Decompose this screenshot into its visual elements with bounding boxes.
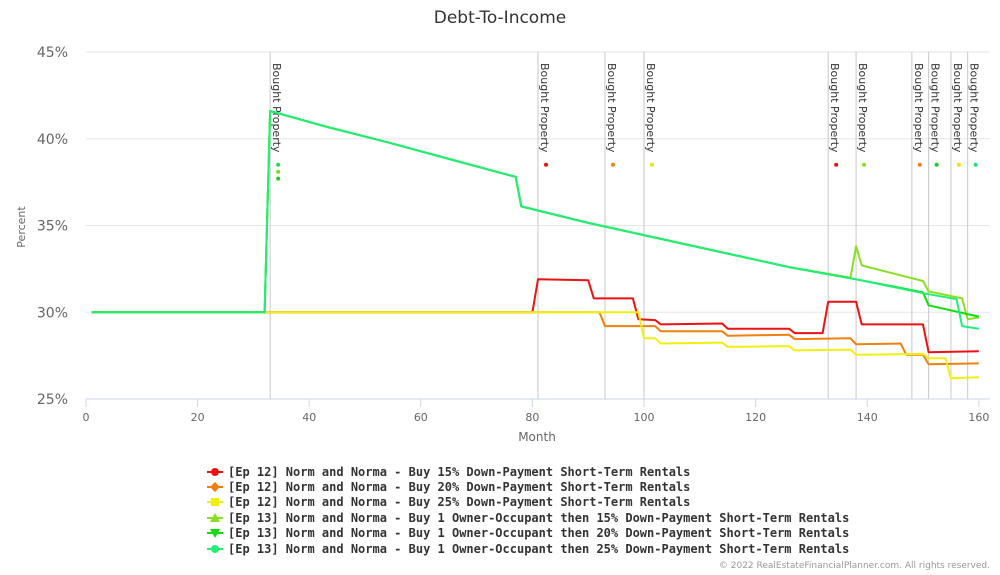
axes: 25% 30% 35% 40% 45% 0 20 40 60 80 100 120 140 160: [37, 45, 990, 424]
legend-label: [Ep 13] Norm and Norma - Buy 1 Owner-Occ…: [228, 541, 850, 556]
bought-property-label: Bought Property: [644, 63, 657, 153]
bought-property-dot: [834, 162, 839, 167]
x-tick-label: 0: [83, 411, 90, 424]
series-line: [91, 110, 979, 330]
x-tick-label: 80: [525, 411, 539, 424]
legend-label: [Ep 12] Norm and Norma - Buy 15% Down-Pa…: [228, 464, 691, 479]
y-tick-label: 30%: [37, 305, 68, 321]
series-line: [91, 278, 979, 354]
bought-property-dot: [862, 162, 867, 167]
bought-property-markers: Bought Property Bought Property Bought Pro…: [269, 52, 981, 399]
legend-swatch-circle-icon: [207, 467, 223, 476]
y-tick-label: 35%: [37, 219, 68, 235]
bought-property-label: Bought Property: [968, 63, 981, 153]
bought-property-label: Bought Property: [951, 63, 964, 153]
legend-swatch-circle-icon: [207, 544, 223, 553]
bought-property-dot: [650, 162, 655, 167]
legend-swatch-triangle-icon: [207, 512, 223, 522]
copyright-credit: © 2022 RealEstateFinancialPlanner.com. A…: [718, 561, 990, 571]
bought-property-dot: [973, 162, 978, 167]
bought-property-label: Bought Property: [605, 63, 618, 153]
bought-property-dot: [956, 162, 961, 167]
x-tick-label: 140: [857, 411, 878, 424]
legend-label: [Ep 13] Norm and Norma - Buy 1 Owner-Occ…: [228, 510, 850, 525]
legend-item[interactable]: [Ep 13] Norm and Norma - Buy 1 Owner-Occ…: [206, 510, 849, 525]
y-axis-label: Percent: [15, 206, 28, 248]
series-line: [91, 110, 979, 321]
x-tick-label: 120: [745, 411, 766, 424]
legend-item[interactable]: [Ep 13] Norm and Norma - Buy 1 Owner-Occ…: [206, 526, 849, 541]
x-tick-label: 100: [634, 411, 655, 424]
bought-property-dot: [276, 176, 281, 181]
debt-to-income-chart: Debt-To-Income Bought Property Bought Pro…: [15, 8, 990, 444]
bought-property-label: Bought Property: [912, 63, 925, 153]
series-lines: [91, 110, 980, 380]
y-tick-label: 45%: [37, 45, 68, 61]
series-line: [91, 311, 979, 380]
bought-property-dot: [934, 162, 939, 167]
x-tick-label: 160: [968, 411, 989, 424]
bought-property-dot: [917, 162, 922, 167]
series-line: [91, 311, 979, 366]
legend-label: [Ep 12] Norm and Norma - Buy 20% Down-Pa…: [228, 480, 691, 495]
legend-label: [Ep 13] Norm and Norma - Buy 1 Owner-Occ…: [228, 526, 850, 541]
legend-swatch-square-icon: [207, 498, 223, 507]
legend-item[interactable]: [Ep 12] Norm and Norma - Buy 20% Down-Pa…: [206, 479, 849, 494]
legend-swatch-diamond-icon: [207, 482, 223, 493]
bought-property-dot: [610, 162, 615, 167]
y-tick-label: 25%: [37, 392, 68, 408]
x-axis-label: Month: [518, 430, 556, 444]
chart-legend: [Ep 12] Norm and Norma - Buy 15% Down-Pa…: [206, 464, 849, 556]
bought-property-label: Bought Property: [828, 63, 841, 153]
legend-item[interactable]: [Ep 13] Norm and Norma - Buy 1 Owner-Occ…: [206, 541, 849, 556]
bought-property-label: Bought Property: [856, 63, 869, 153]
bought-property-label: Bought Property: [929, 63, 942, 153]
chart-title: Debt-To-Income: [434, 8, 566, 28]
bought-property-dot: [276, 162, 281, 167]
x-tick-label: 40: [302, 411, 316, 424]
bought-property-dot: [544, 162, 548, 167]
x-tick-label: 60: [414, 411, 428, 424]
legend-label: [Ep 12] Norm and Norma - Buy 25% Down-Pa…: [228, 495, 691, 510]
x-tick-label: 20: [191, 411, 205, 424]
bought-property-label: Bought Property: [538, 63, 551, 153]
legend-swatch-triangle-down-icon: [207, 529, 223, 539]
series-line: [91, 110, 980, 318]
legend-item[interactable]: [Ep 12] Norm and Norma - Buy 25% Down-Pa…: [206, 495, 849, 510]
bought-property-label: Bought Property: [270, 63, 283, 153]
legend-item[interactable]: [Ep 12] Norm and Norma - Buy 15% Down-Pa…: [206, 464, 849, 479]
y-tick-label: 40%: [37, 132, 68, 148]
bought-property-dot: [276, 169, 281, 174]
